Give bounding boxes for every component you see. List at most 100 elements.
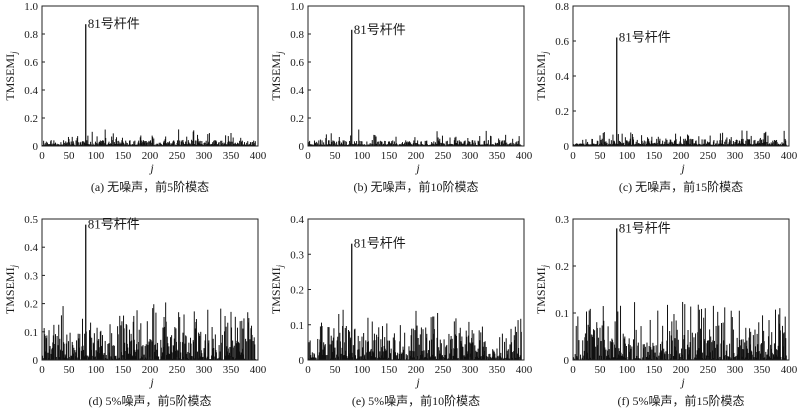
x-tick-label: 350 — [754, 364, 771, 376]
panel-caption: (b) 无噪声，前10阶模态 — [354, 179, 479, 194]
y-tick-label: 0.8 — [24, 29, 38, 41]
x-tick-label: 0 — [39, 364, 45, 376]
y-axis-label-main: TMSEMI — [3, 267, 17, 314]
chart-panel: 0 50 100 150 200 250 300 350 400 0 0.2 0.4 0.6 0.8 TMS… — [534, 1, 798, 194]
x-tick-label: 250 — [169, 364, 186, 376]
x-tick-label: 100 — [619, 150, 636, 162]
y-tick-label: 0.4 — [24, 242, 38, 254]
x-tick-label: 150 — [115, 364, 132, 376]
x-axis-label: j — [414, 375, 420, 389]
y-tick-label: 0.8 — [555, 1, 569, 13]
y-axis-label: TMSEMIj — [3, 51, 19, 101]
y-axis-label-subscript: j — [9, 264, 19, 268]
panel-caption: (f) 5%噪声，前15阶模态 — [618, 393, 745, 408]
peak-annotation: 81号杆件 — [354, 22, 406, 37]
x-tick-label: 350 — [489, 150, 506, 162]
y-tick-label: 1.0 — [290, 1, 304, 13]
chart-panel: 0 50 100 150 200 250 300 350 400 0 0.1 0.2 0.3 0.4 TMS… — [269, 214, 533, 408]
x-tick-label: 300 — [727, 364, 744, 376]
y-tick-label: 0.3 — [24, 270, 38, 282]
chart-panel: 0 50 100 150 200 250 300 350 400 0 0.1 0.2 0.3 0.4 0.5… — [3, 214, 267, 408]
y-tick-label: 0 — [564, 141, 570, 153]
x-tick-label: 300 — [462, 150, 479, 162]
y-tick-label: 0.2 — [555, 261, 569, 273]
x-tick-label: 200 — [142, 364, 159, 376]
x-tick-label: 100 — [354, 364, 371, 376]
x-tick-label: 350 — [489, 364, 506, 376]
peak-annotation: 81号杆件 — [88, 16, 140, 31]
plot-frame — [41, 5, 259, 147]
y-axis-label: TMSEMIj — [269, 264, 285, 314]
x-tick-label: 350 — [223, 364, 240, 376]
y-axis-label-main: TMSEMI — [534, 54, 548, 101]
chart-panel: 0 50 100 150 200 250 300 350 400 0 0.1 0.2 0.3 TMSEMI… — [534, 214, 798, 408]
y-tick-label: 1.0 — [24, 1, 38, 13]
y-tick-label: 0.6 — [24, 57, 38, 69]
x-axis-label: j — [679, 375, 685, 389]
x-tick-label: 300 — [462, 364, 479, 376]
y-tick-label: 0.2 — [290, 113, 304, 125]
y-tick-label: 0.2 — [555, 106, 569, 118]
chart-panel: 0 50 100 150 200 250 300 350 400 0 0.2 0.4 0.6 0.8 1.0… — [269, 1, 533, 194]
x-tick-label: 0 — [39, 150, 45, 162]
x-axis-label: j — [679, 161, 685, 175]
x-tick-label: 250 — [700, 150, 717, 162]
y-tick-label: 0.1 — [555, 308, 569, 320]
x-tick-label: 0 — [305, 150, 311, 162]
peak-annotation: 81号杆件 — [619, 220, 671, 235]
peak-annotation: 81号杆件 — [88, 217, 140, 232]
bar-series — [308, 29, 522, 146]
y-tick-label: 0.4 — [290, 85, 304, 97]
plot-frame — [41, 218, 259, 361]
y-axis-label-subscript: j — [275, 264, 285, 268]
x-tick-label: 300 — [196, 364, 213, 376]
x-tick-label: 400 — [781, 150, 798, 162]
y-tick-label: 0 — [33, 141, 39, 153]
y-axis-label-main: TMSEMI — [3, 54, 17, 101]
x-tick-label: 250 — [435, 364, 452, 376]
x-tick-label: 50 — [64, 364, 76, 376]
y-tick-label: 0 — [33, 355, 39, 367]
x-tick-label: 50 — [595, 150, 607, 162]
plot-frame — [572, 5, 790, 147]
panel-caption: (e) 5%噪声，前10阶模态 — [352, 393, 480, 408]
x-tick-label: 100 — [88, 150, 105, 162]
bar-series — [573, 37, 787, 146]
y-axis-label: TMSEMIj — [269, 51, 285, 101]
x-tick-label: 400 — [250, 150, 267, 162]
x-tick-label: 200 — [673, 364, 690, 376]
x-tick-label: 50 — [330, 150, 342, 162]
x-tick-label: 150 — [646, 150, 663, 162]
x-tick-label: 150 — [381, 364, 398, 376]
x-tick-label: 0 — [305, 364, 311, 376]
x-tick-label: 250 — [435, 150, 452, 162]
x-tick-label: 100 — [88, 364, 105, 376]
y-axis-label-subscript: j — [540, 51, 550, 55]
x-tick-label: 0 — [570, 364, 576, 376]
x-tick-label: 400 — [516, 150, 533, 162]
panel-caption: (c) 无噪声，前15阶模态 — [619, 179, 743, 194]
y-axis-label-main: TMSEMI — [534, 267, 548, 314]
y-tick-label: 0 — [299, 141, 305, 153]
panel-caption: (a) 无噪声，前5阶模态 — [91, 179, 209, 194]
y-axis-label: TMSEMIj — [534, 264, 550, 314]
peak-annotation: 81号杆件 — [354, 236, 406, 251]
x-tick-label: 150 — [115, 150, 132, 162]
x-tick-label: 50 — [330, 364, 342, 376]
y-tick-label: 0.2 — [290, 285, 304, 297]
x-axis-label: j — [148, 161, 154, 175]
x-tick-label: 200 — [408, 150, 425, 162]
x-tick-label: 150 — [646, 364, 663, 376]
y-tick-label: 0.4 — [290, 214, 304, 226]
x-tick-label: 50 — [595, 364, 607, 376]
x-tick-label: 150 — [381, 150, 398, 162]
y-tick-label: 0.1 — [290, 320, 304, 332]
x-tick-label: 200 — [673, 150, 690, 162]
x-axis-label: j — [148, 375, 154, 389]
chart-panel: 0 50 100 150 200 250 300 350 400 0 0.2 0.4 0.6 0.8 1.0… — [3, 1, 267, 194]
x-tick-label: 100 — [619, 364, 636, 376]
y-axis-label-subscript: j — [540, 264, 550, 268]
y-tick-label: 0.3 — [290, 249, 304, 261]
bar-series — [42, 24, 256, 146]
